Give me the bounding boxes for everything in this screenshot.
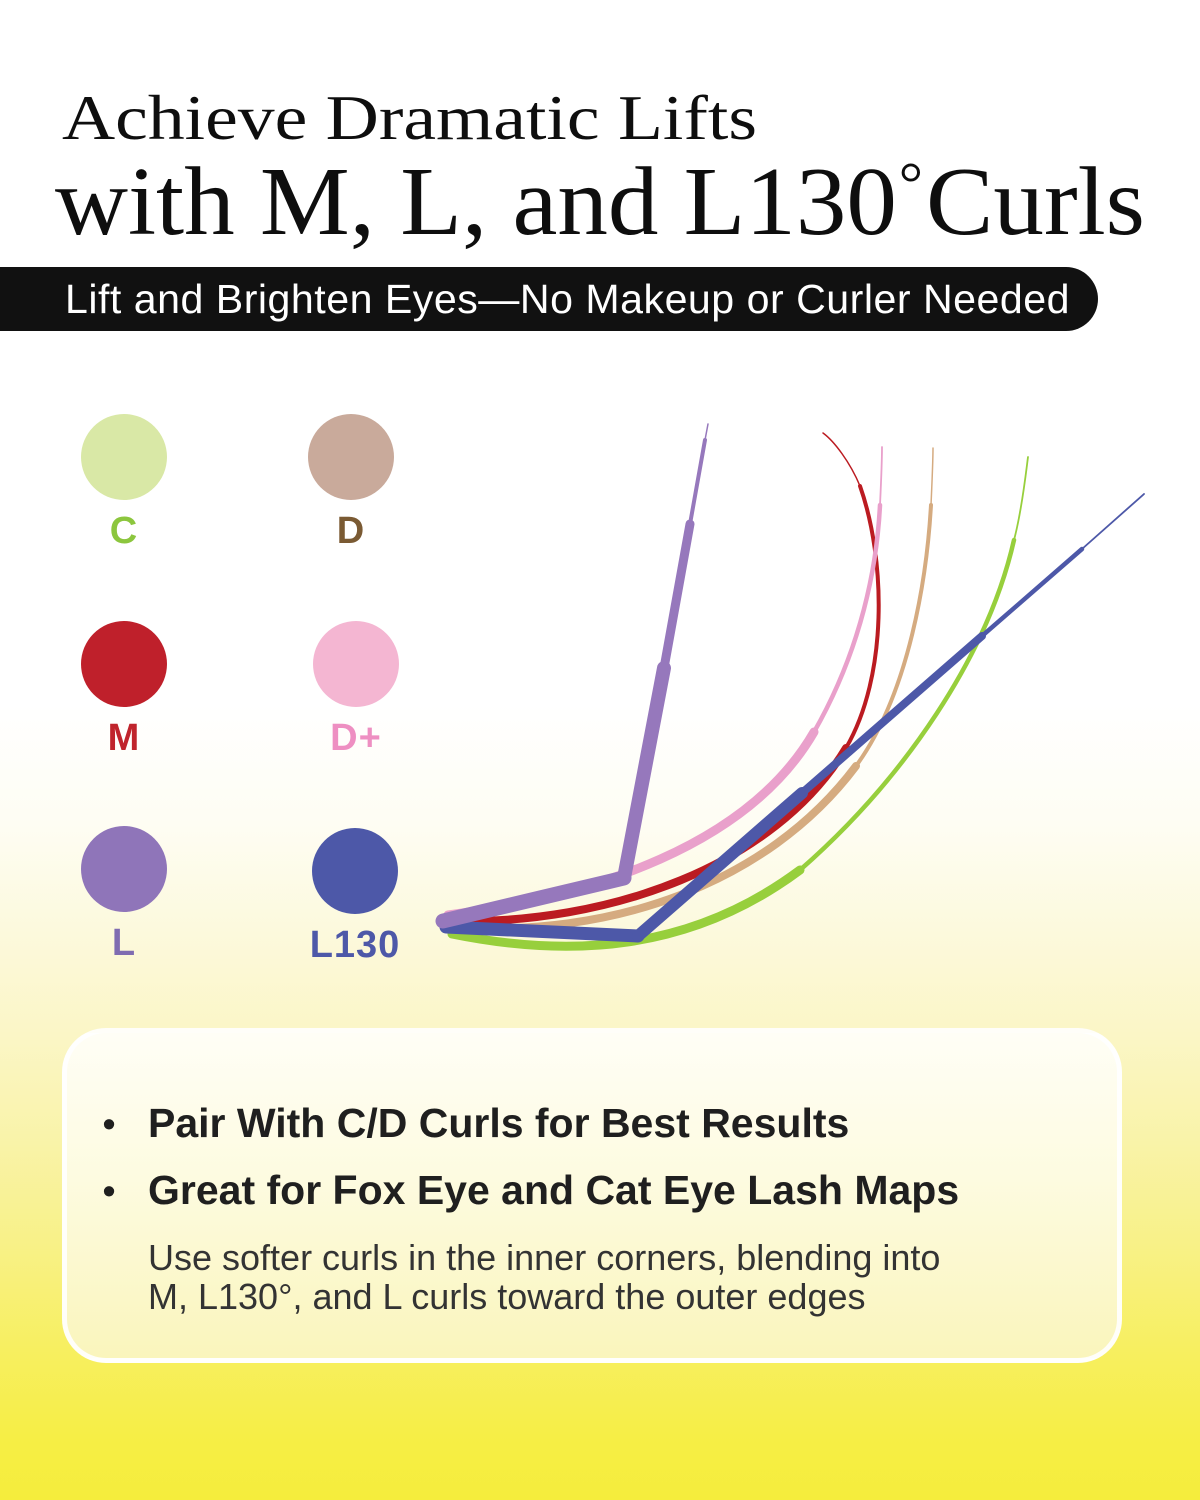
legend-item-m: M <box>39 621 209 757</box>
legend-item-l: L <box>39 826 209 962</box>
legend-label-d-plus: D+ <box>330 717 382 759</box>
curve-L130 <box>439 493 1145 943</box>
title-line-2: with M, L, and L130°Curls <box>55 153 1145 251</box>
bullet-text-2: Great for Fox Eye and Cat Eye Lash Maps <box>148 1167 960 1214</box>
curve-D <box>448 447 934 933</box>
legend-label-d: D <box>336 510 366 552</box>
title-line-2-text: with M, L, and L130 <box>55 148 897 256</box>
bullet-item-1: • Pair With C/D Curls for Best Results <box>99 1099 1087 1148</box>
bullet-text-1: Pair With C/D Curls for Best Results <box>148 1100 850 1146</box>
tagline-banner: Lift and Brighten Eyes—No Makeup or Curl… <box>0 267 1098 331</box>
curve-M <box>446 432 881 926</box>
legend-label-m: M <box>107 717 141 759</box>
legend-label-l130: L130 <box>309 924 401 966</box>
info-card-content: • Pair With C/D Curls for Best Results •… <box>67 1033 1117 1317</box>
legend-swatch-c <box>81 414 167 500</box>
tagline-text: Lift and Brighten Eyes—No Makeup or Curl… <box>65 275 1070 322</box>
degree-symbol: ° <box>898 151 924 217</box>
legend-label-l: L <box>111 922 137 964</box>
legend-item-d-plus: D+ <box>271 621 441 757</box>
curve-L <box>435 423 709 929</box>
legend-item-c: C <box>39 414 209 550</box>
bullet-dot: • <box>102 1103 116 1144</box>
legend-swatch-d-plus <box>313 621 399 707</box>
info-card: • Pair With C/D Curls for Best Results •… <box>62 1028 1122 1363</box>
bullet-dot: • <box>102 1170 116 1212</box>
legend-swatch-l <box>81 826 167 912</box>
title-line-2-suffix: Curls <box>926 148 1145 256</box>
note-line-2: M, L130°, and L curls toward the outer e… <box>148 1276 866 1318</box>
legend-label-c: C <box>109 510 139 552</box>
bullet-item-2: • Great for Fox Eye and Cat Eye Lash Map… <box>99 1166 1087 1215</box>
curve-C <box>447 456 1029 951</box>
curve-D-plus <box>443 446 883 920</box>
legend-swatch-d <box>308 414 394 500</box>
legend-swatch-m <box>81 621 167 707</box>
note-line-1: Use softer curls in the inner corners, b… <box>148 1237 941 1279</box>
legend-item-d: D <box>266 414 436 550</box>
title-line-1: Achieve Dramatic Lifts <box>62 82 757 153</box>
note-paragraph: Use softer curls in the inner corners, b… <box>148 1237 1087 1318</box>
legend-item-l130: L130 <box>270 828 440 964</box>
legend-swatch-l130 <box>312 828 398 914</box>
